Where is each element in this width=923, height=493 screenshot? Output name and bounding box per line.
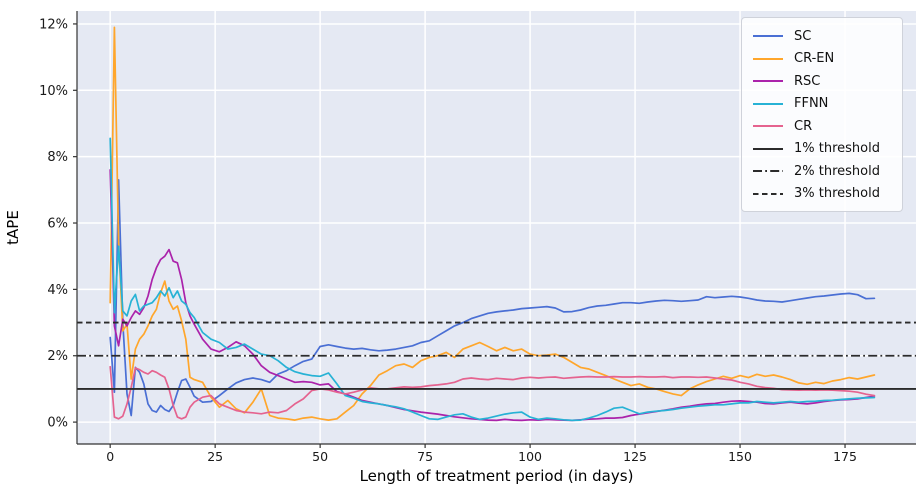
legend-item-cr-en: CR-EN (752, 48, 892, 71)
legend-item-rsc: RSC (752, 70, 892, 93)
x-tick-label: 25 (207, 449, 223, 464)
legend-item-ffnn: FFNN (752, 93, 892, 116)
x-axis-title: Length of treatment period (in days) (360, 467, 634, 485)
legend-item-label: 2% threshold (794, 163, 880, 179)
series-line-ffnn (109, 137, 876, 422)
legend-item-label: 3% threshold (794, 186, 880, 202)
y-axis-title: tAPE (4, 210, 22, 245)
legend-line-sample (753, 125, 783, 128)
x-tick-label: 100 (518, 449, 542, 464)
legend-item-label: RSC (794, 73, 821, 89)
series-line-cr (109, 365, 876, 420)
legend-item-label: 1% threshold (794, 141, 880, 157)
x-tick-label: 75 (417, 449, 433, 464)
legend-item-label: FFNN (794, 96, 829, 112)
legend-item-label: SC (794, 28, 812, 44)
y-tick-label: 0% (47, 416, 68, 431)
legend-line-sample (753, 170, 783, 173)
series-line-cr-en (109, 26, 876, 421)
legend-item-3-threshold: 3% threshold (752, 183, 892, 206)
x-tick-label: 175 (833, 449, 857, 464)
legend-item-2-threshold: 2% threshold (752, 160, 892, 183)
x-tick-label: 0 (106, 449, 114, 464)
legend-item-1-threshold: 1% threshold (752, 138, 892, 161)
y-tick-label: 4% (47, 283, 68, 298)
y-tick-label: 10% (39, 84, 68, 99)
legend-line-sample (753, 57, 783, 60)
series-line-sc (109, 179, 876, 417)
legend-line-sample (753, 102, 783, 105)
legend-item-label: CR-EN (794, 51, 835, 67)
legend-item-sc: SC (752, 25, 892, 48)
y-tick-label: 2% (47, 349, 68, 364)
legend-line-sample (753, 80, 783, 83)
y-tick-label: 12% (39, 17, 68, 32)
legend-line-sample (753, 192, 783, 195)
legend: SC CR-EN RSC FFNN CR 1% threshold 2% threshold… (741, 17, 903, 212)
x-tick-label: 150 (728, 449, 752, 464)
legend-item-label: CR (794, 118, 813, 134)
legend-line-sample (753, 35, 783, 38)
x-tick-label: 125 (623, 449, 647, 464)
legend-item-cr: CR (752, 115, 892, 138)
legend-line-sample (753, 147, 783, 150)
y-tick-label: 8% (47, 150, 68, 165)
x-tick-label: 50 (312, 449, 328, 464)
y-tick-label: 6% (47, 217, 68, 232)
